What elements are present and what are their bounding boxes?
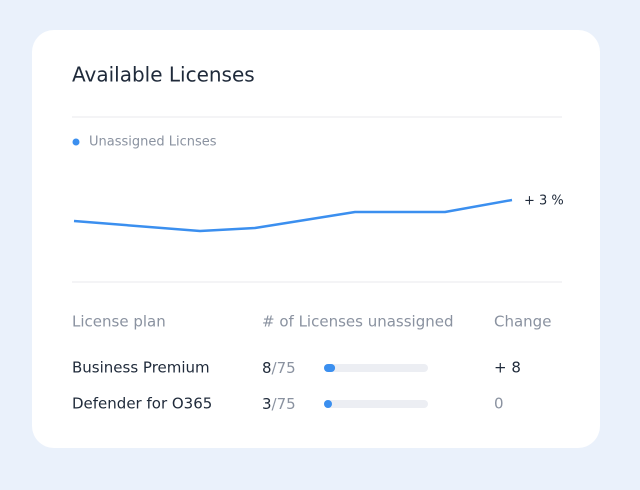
annotation: + 3 % — [524, 194, 564, 209]
legend-label: Unassigned Licnses — [89, 135, 217, 150]
card-title: Available Licenses — [72, 63, 255, 87]
change: + 8 — [494, 359, 521, 377]
legend-marker — [72, 138, 80, 146]
progress-bar — [324, 400, 332, 408]
chart: Unassigned Licnses + 3 % — [72, 135, 564, 233]
column-header: Change — [494, 313, 551, 331]
card — [32, 30, 600, 448]
progress-track — [324, 400, 428, 408]
total: /75 — [272, 395, 296, 413]
table: License plan # of Licenses unassigned Chan… — [72, 313, 551, 413]
license-count: 8/75 — [262, 359, 296, 377]
count: 3 — [262, 395, 272, 413]
change: 0 — [494, 395, 504, 413]
line — [73, 198, 513, 233]
count: 8 — [262, 359, 272, 377]
progress-track — [324, 364, 428, 372]
progress-bar — [324, 364, 336, 372]
column-header: # of Licenses unassigned — [262, 313, 453, 331]
plan-name: Defender for O365 — [72, 395, 212, 413]
license-count: 3/75 — [262, 395, 296, 413]
plan-name: Business Premium — [72, 359, 210, 377]
total: /75 — [272, 359, 296, 377]
column-header: License plan — [72, 313, 166, 331]
